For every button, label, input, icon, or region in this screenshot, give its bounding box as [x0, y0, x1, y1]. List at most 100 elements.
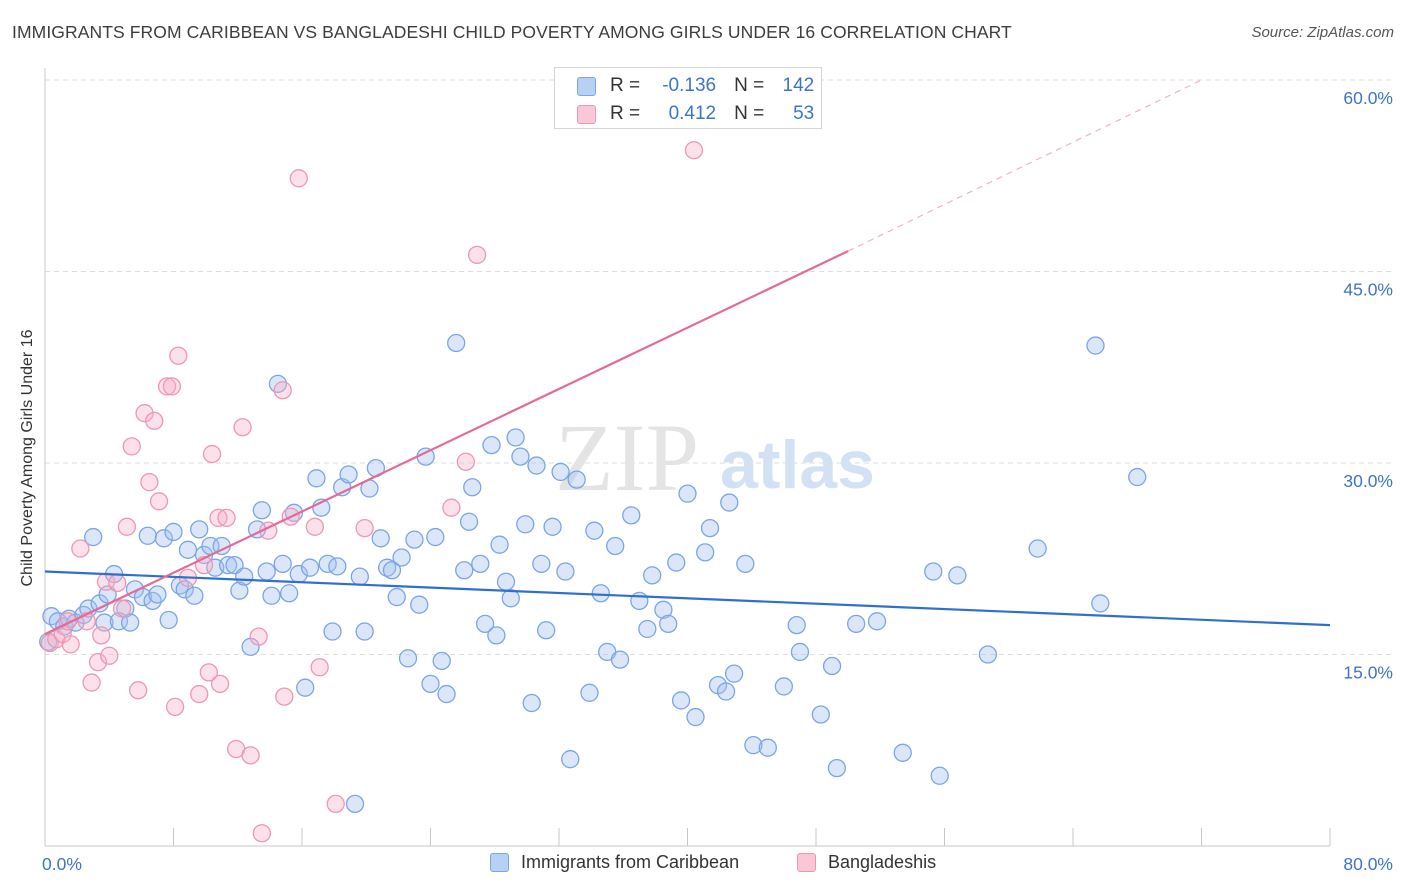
bangladeshi-point: [145, 411, 164, 431]
caribbean-point: [175, 580, 194, 599]
caribbean-point: [339, 465, 358, 484]
caribbean-point: [138, 526, 157, 545]
caribbean-point: [475, 614, 495, 634]
caribbean-point: [506, 428, 525, 447]
bangladeshi-point: [326, 794, 345, 814]
bangladeshi-point: [275, 687, 294, 706]
caribbean-point: [371, 529, 390, 548]
caribbean-point: [567, 470, 586, 489]
caribbean-point: [758, 738, 777, 757]
series-swatch-caribbean: [490, 853, 509, 872]
caribbean-point: [643, 566, 662, 585]
bangladeshi-point: [355, 518, 374, 538]
caribbean-point: [1086, 336, 1105, 355]
watermark: ZIP atlas: [555, 404, 875, 511]
caribbean-point: [190, 520, 209, 539]
caribbean-point: [606, 536, 625, 556]
bangladeshi-point: [117, 517, 137, 536]
watermark-zip: ZIP: [555, 404, 699, 511]
caribbean-point: [1091, 594, 1110, 613]
caribbean-point: [527, 456, 546, 475]
trend-lines: [44, 79, 1331, 636]
bangladeshi-point: [100, 646, 119, 665]
caribbean-point: [455, 561, 474, 580]
caribbean-point: [382, 561, 402, 580]
caribbean-point: [532, 554, 551, 574]
caribbean-point: [273, 554, 292, 574]
caribbean-point: [610, 650, 630, 669]
caribbean-point: [671, 691, 691, 710]
caribbean-point: [496, 572, 516, 591]
caribbean-point: [392, 548, 411, 567]
caribbean-point: [262, 586, 281, 605]
bangladeshi-point: [135, 404, 154, 423]
caribbean-point: [847, 614, 866, 634]
bangladeshi-trend-line-extension: [847, 79, 1202, 252]
caribbean-point: [787, 615, 806, 635]
caribbean-point: [432, 651, 451, 671]
caribbean-point: [867, 612, 887, 631]
legend-row-caribbean: R = -0.136 N = 142: [577, 73, 814, 99]
bangladeshi-point: [190, 684, 209, 704]
caribbean-point: [355, 622, 374, 641]
bangladeshi-point: [273, 381, 292, 400]
caribbean-point: [501, 589, 520, 608]
caribbean-point: [638, 619, 657, 639]
caribbean-point: [537, 621, 556, 640]
caribbean-point: [410, 595, 429, 614]
bangladeshi-point: [456, 452, 475, 471]
correlation-legend: R = -0.136 N = 142 R = 0.412 N = 53: [554, 67, 822, 129]
caribbean-point: [930, 766, 949, 785]
caribbean-point: [300, 558, 320, 577]
y-tick-label: 60.0%: [1343, 88, 1393, 108]
bangladeshi-point: [122, 437, 141, 456]
source-credit: Source: ZipAtlas.com: [1251, 24, 1394, 41]
caribbean-point: [279, 584, 299, 603]
legend-swatch-bangladeshi: [577, 104, 596, 124]
series-legend-caribbean: Immigrants from Caribbean: [490, 852, 739, 873]
bangladeshi-point: [233, 418, 252, 437]
caribbean-point: [659, 614, 678, 634]
caribbean-point: [720, 493, 739, 512]
bangladeshi-point: [199, 663, 218, 682]
caribbean-point: [667, 553, 686, 572]
caribbean-point: [1128, 467, 1147, 487]
caribbean-point: [235, 567, 254, 586]
series-legend: Immigrants from Caribbean Bangladeshis: [0, 852, 1406, 878]
caribbean-point: [736, 554, 755, 574]
axes: [44, 68, 1331, 847]
caribbean-point: [790, 642, 810, 662]
caribbean-point: [345, 794, 365, 814]
bangladeshi-point: [202, 444, 222, 464]
series-swatch-bangladeshi: [797, 853, 816, 872]
caribbean-point: [164, 522, 183, 542]
series-label-caribbean: Immigrants from Caribbean: [521, 852, 740, 872]
caribbean-point: [700, 518, 720, 538]
caribbean-point: [696, 543, 715, 562]
caribbean-point: [421, 674, 440, 694]
legend-row-bangladeshi: R = 0.412 N = 53: [577, 101, 814, 127]
data-points: [39, 141, 1147, 843]
caribbean-point: [774, 677, 794, 696]
chart-title: IMMIGRANTS FROM CARIBBEAN VS BANGLADESHI…: [12, 22, 1012, 42]
tick-labels: 15.0% 30.0% 45.0% 60.0% 0.0% 80.0%: [42, 88, 1393, 874]
bangladeshi-point: [82, 673, 101, 692]
caribbean-point: [471, 554, 490, 574]
caribbean-point: [630, 591, 649, 611]
legend-n-value: 142: [782, 75, 815, 96]
bangladeshi-point: [442, 498, 461, 517]
caribbean-point: [948, 566, 967, 585]
legend-r-value: -0.136: [662, 75, 717, 96]
legend-n-label: N =: [734, 75, 765, 96]
caribbean-point: [591, 584, 610, 603]
caribbean-point: [893, 743, 912, 762]
caribbean-point: [580, 683, 599, 702]
legend-n-value: 53: [793, 103, 815, 124]
caribbean-point: [811, 705, 830, 724]
caribbean-point: [426, 527, 445, 547]
bangladeshi-point: [129, 681, 148, 700]
caribbean-point: [307, 469, 326, 488]
bangladeshi-trend-line: [44, 250, 849, 636]
caribbean-point: [148, 585, 167, 604]
legend-r-label: R =: [610, 103, 641, 124]
